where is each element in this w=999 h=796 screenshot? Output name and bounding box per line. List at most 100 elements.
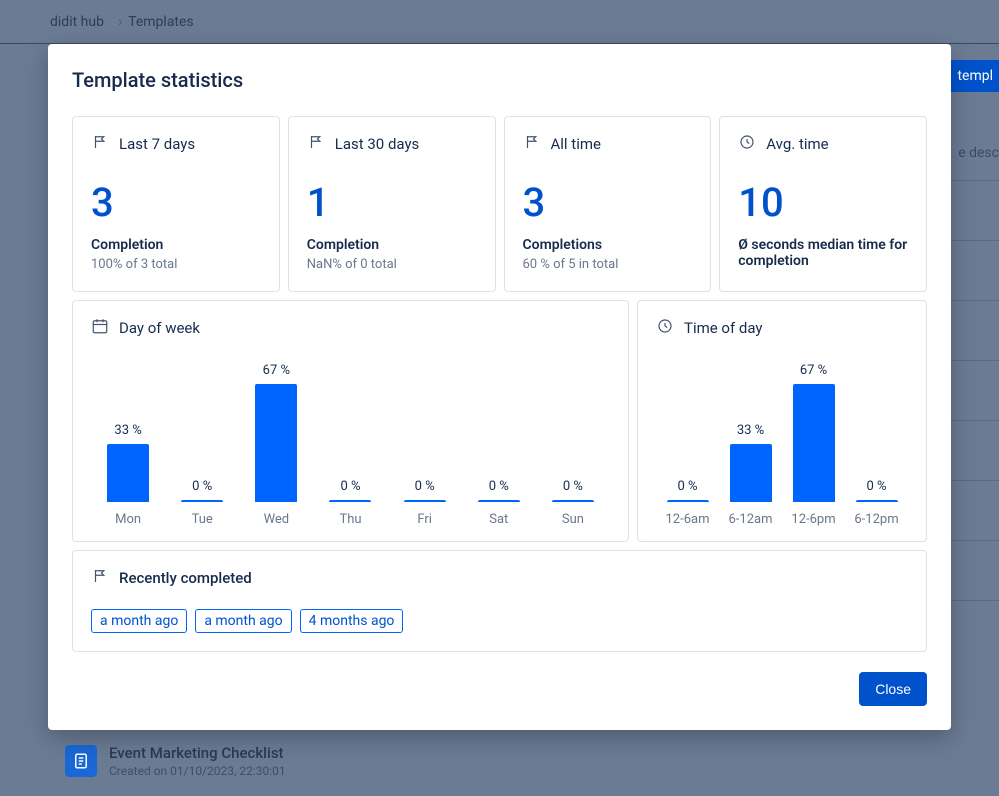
day-of-week-title: Day of week (119, 319, 200, 337)
stat-card-sub1: Completion (91, 237, 261, 253)
bar-category-label: Sat (489, 512, 508, 527)
new-template-button-fragment[interactable]: templ (945, 60, 999, 92)
bar-category-label: Thu (339, 512, 361, 527)
stat-card-value: 3 (523, 183, 693, 223)
bar-value-label: 0 % (415, 479, 435, 494)
recent-completion-chip[interactable]: 4 months ago (300, 609, 404, 633)
document-icon (65, 745, 97, 777)
background-row-divider (949, 540, 999, 541)
stat-card: All time 3 Completions 60 % of 5 in total (504, 116, 712, 292)
bar-column: 0 % Thu (313, 479, 387, 527)
bar-rect (793, 384, 835, 502)
recent-completion-chip[interactable]: a month ago (195, 609, 291, 633)
breadcrumb-current[interactable]: Templates (128, 14, 194, 30)
bar-category-label: Sun (562, 512, 584, 527)
background-list-item[interactable]: Event Marketing Checklist Created on 01/… (65, 744, 286, 778)
column-header-fragment: e desc (958, 145, 999, 161)
day-of-week-chart: Day of week 33 %Mon0 %Tue67 %Wed0 %Thu0 … (72, 300, 629, 542)
bar-value-label: 0 % (340, 479, 360, 494)
bar-value-label: 0 % (192, 479, 212, 494)
flag-icon (91, 133, 119, 155)
bar-category-label: Tue (192, 512, 213, 527)
flag-icon (523, 133, 551, 155)
bar-rect (667, 500, 709, 502)
modal-footer: Close (72, 672, 927, 706)
background-row-divider (949, 480, 999, 481)
background-row-divider (949, 360, 999, 361)
breadcrumb-bar: didit hub › Templates (0, 0, 999, 44)
stat-cards-row: Last 7 days3Completion100% of 3 totalLas… (72, 116, 927, 292)
stat-card-sub2: 100% of 3 total (91, 257, 261, 272)
stat-card-label: Last 7 days (119, 135, 195, 153)
stat-card-value: 10 (738, 183, 908, 223)
bar-value-label: 0 % (489, 479, 509, 494)
stat-card: Avg. time 10 Ø seconds median time for com… (719, 116, 927, 292)
bar-column: 0 %12-6am (656, 479, 719, 527)
bar-rect (730, 444, 772, 502)
bar-category-label: Fri (417, 512, 432, 527)
bar-category-label: 6-12pm (854, 512, 898, 527)
stat-card-sub1: Completion (307, 237, 477, 253)
chevron-right-icon: › (118, 14, 122, 30)
background-row-divider (949, 420, 999, 421)
background-row-divider (949, 600, 999, 601)
stat-card-label: All time (551, 135, 601, 153)
calendar-icon (91, 317, 119, 339)
breadcrumb-root[interactable]: didit hub (50, 14, 104, 30)
background-row-divider (949, 300, 999, 301)
stat-card-label: Avg. time (766, 135, 828, 153)
day-of-week-bars: 33 %Mon0 %Tue67 %Wed0 %Thu0 %Fri0 %Sat0 … (91, 367, 610, 527)
bar-column: 0 % Fri (388, 479, 462, 527)
modal-title: Template statistics (72, 68, 927, 92)
bar-column: 33 % 6-12am (719, 423, 782, 527)
close-button[interactable]: Close (859, 672, 927, 706)
recently-completed-card: Recently completed a month agoa month ag… (72, 550, 927, 652)
stat-card-value: 3 (91, 183, 261, 223)
recently-completed-items: a month ago a month ago 4 months ago (91, 609, 908, 633)
time-of-day-bars: 0 %12-6am33 %6-12am67 %12-6pm0 %6-12pm (656, 367, 908, 527)
bar-category-label: Mon (115, 512, 141, 527)
bar-rect (856, 500, 898, 502)
bar-value-label: 67 % (800, 363, 827, 378)
time-of-day-title: Time of day (684, 319, 763, 337)
template-statistics-modal: Template statistics Last 7 days 3 Completi… (48, 44, 951, 730)
recently-completed-title: Recently completed (119, 569, 252, 587)
stat-card-sub2: NaN% of 0 total (307, 257, 477, 272)
bar-category-label: 12-6am (666, 512, 710, 527)
background-item-title: Event Marketing Checklist (109, 744, 286, 762)
stat-card-sub1: Completions (523, 237, 693, 253)
stat-card-sub2: 60 % of 5 in total (523, 257, 693, 272)
flag-icon (91, 567, 119, 589)
bar-column: 0 % Tue (165, 479, 239, 527)
bar-category-label: Wed (264, 512, 290, 527)
stat-card-label: Last 30 days (335, 135, 420, 153)
bar-rect (404, 500, 446, 502)
bar-column: 33 % Mon (91, 423, 165, 527)
clock-icon (738, 133, 766, 155)
bar-value-label: 33 % (737, 423, 764, 438)
stat-card-sub1: Ø seconds median time for completion (738, 237, 908, 269)
bar-rect (478, 500, 520, 502)
bar-column: 0 % Sun (536, 479, 610, 527)
background-row-divider (949, 240, 999, 241)
bar-value-label: 33 % (114, 423, 141, 438)
clock-icon (656, 317, 684, 339)
charts-row: Day of week 33 %Mon0 %Tue67 %Wed0 %Thu0 … (72, 300, 927, 542)
bar-column: 0 %6-12pm (845, 479, 908, 527)
bar-category-label: 6-12am (729, 512, 773, 527)
bar-rect (181, 500, 223, 502)
stat-card-value: 1 (307, 183, 477, 223)
bar-rect (552, 500, 594, 502)
bar-rect (255, 384, 297, 502)
time-of-day-chart: Time of day 0 %12-6am33 %6-12am67 %12-6p… (637, 300, 927, 542)
background-item-subtitle: Created on 01/10/2023, 22:30:01 (109, 764, 286, 778)
bar-value-label: 67 % (263, 363, 290, 378)
bar-column: 67 % Wed (239, 363, 313, 527)
recent-completion-chip[interactable]: a month ago (91, 609, 187, 633)
bar-column: 0 % Sat (462, 479, 536, 527)
bar-value-label: 0 % (563, 479, 583, 494)
stat-card: Last 7 days 3 Completion 100% of 3 total (72, 116, 280, 292)
bar-rect (107, 444, 149, 502)
stat-card: Last 30 days 1 Completion NaN% of 0 total (288, 116, 496, 292)
bar-rect (329, 500, 371, 502)
